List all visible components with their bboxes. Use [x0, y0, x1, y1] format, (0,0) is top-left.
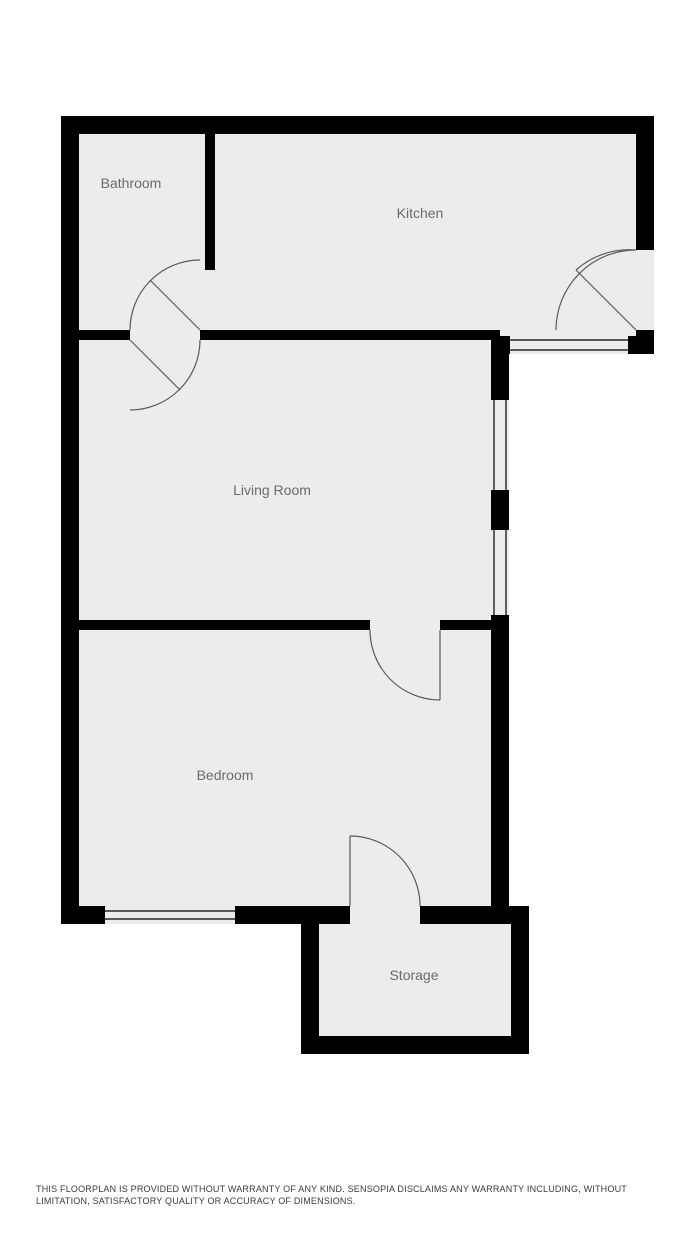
- storage-label: Storage: [389, 967, 438, 983]
- disclaimer-text: THIS FLOORPLAN IS PROVIDED WITHOUT WARRA…: [36, 1183, 664, 1207]
- bathroom-label: Bathroom: [101, 175, 162, 191]
- bedroom-label: Bedroom: [197, 767, 254, 783]
- living-label: Living Room: [233, 482, 311, 498]
- floorplan-svg: Bathroom Kitchen Living Room Bedroom Sto…: [0, 0, 700, 1120]
- floorplan-page: Bathroom Kitchen Living Room Bedroom Sto…: [0, 0, 700, 1243]
- kitchen-label: Kitchen: [397, 205, 444, 221]
